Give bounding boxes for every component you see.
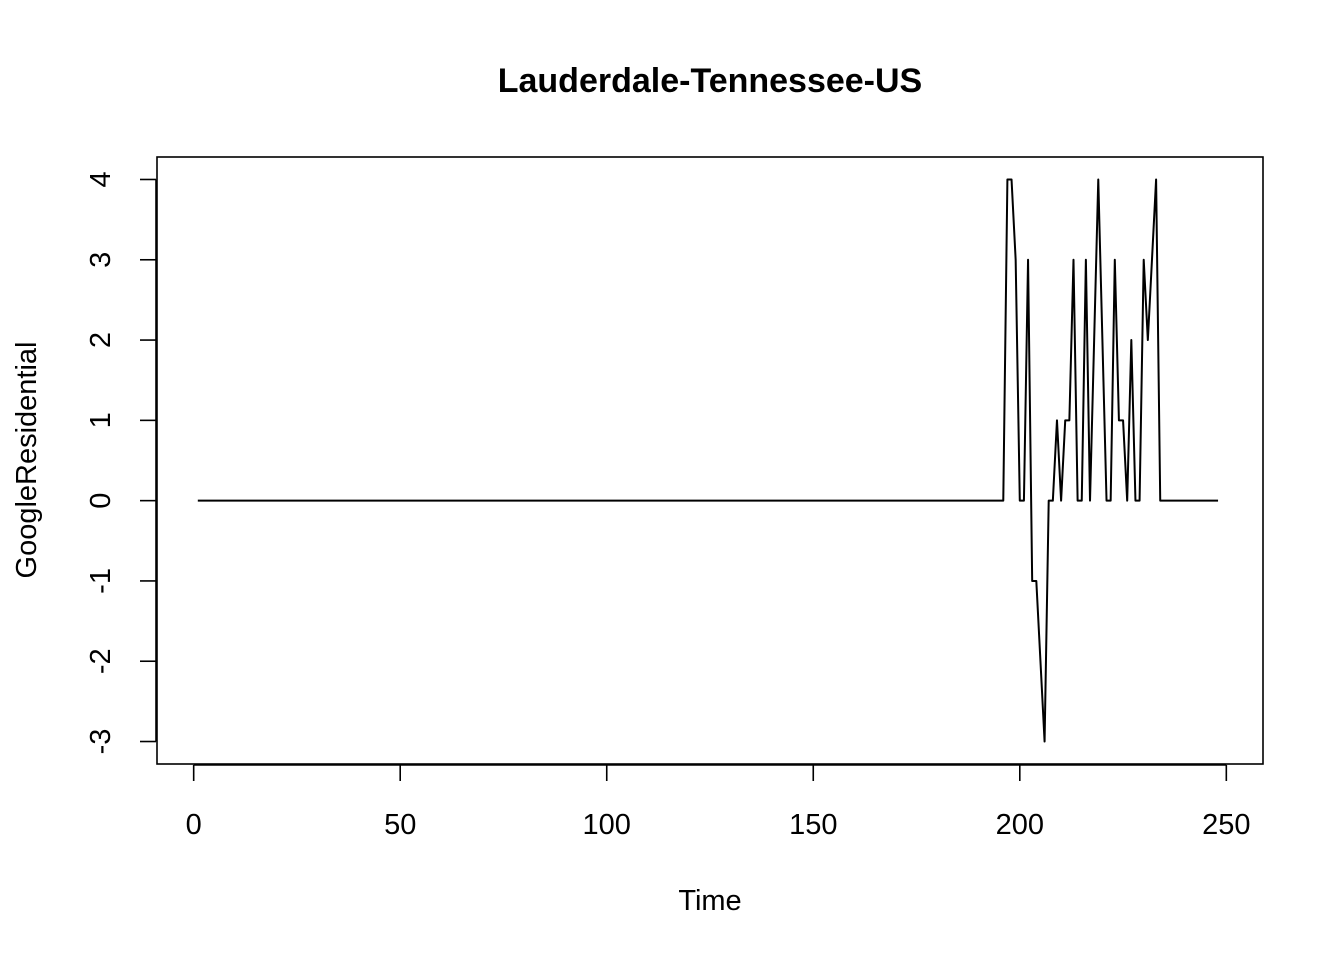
x-axis-label: Time bbox=[678, 885, 741, 917]
y-axis-label: GoogleResidential bbox=[11, 342, 43, 579]
y-tick-label: 1 bbox=[85, 412, 117, 428]
x-tick-label: 250 bbox=[1202, 809, 1250, 841]
y-tick-label: -3 bbox=[85, 729, 117, 755]
x-axis: 0 50 100 150 200 250 bbox=[186, 764, 1251, 841]
chart-title: Lauderdale-Tennessee-US bbox=[498, 62, 923, 100]
y-tick-label: -1 bbox=[85, 568, 117, 594]
series-line bbox=[197, 178, 1219, 743]
x-tick-label: 100 bbox=[583, 809, 631, 841]
x-tick-label: 50 bbox=[384, 809, 416, 841]
x-tick-label: 0 bbox=[186, 809, 202, 841]
y-tick-label: 3 bbox=[85, 252, 117, 268]
plot-frame bbox=[156, 156, 1264, 765]
y-tick-label: 0 bbox=[85, 493, 117, 509]
y-axis: -3 -2 -1 0 1 2 3 4 bbox=[85, 171, 157, 755]
x-tick-label: 150 bbox=[789, 809, 837, 841]
y-tick-label: 4 bbox=[85, 171, 117, 187]
x-tick-label: 200 bbox=[996, 809, 1044, 841]
y-tick-label: -2 bbox=[85, 648, 117, 674]
series-layer bbox=[197, 178, 1219, 743]
y-tick-label: 2 bbox=[85, 332, 117, 348]
